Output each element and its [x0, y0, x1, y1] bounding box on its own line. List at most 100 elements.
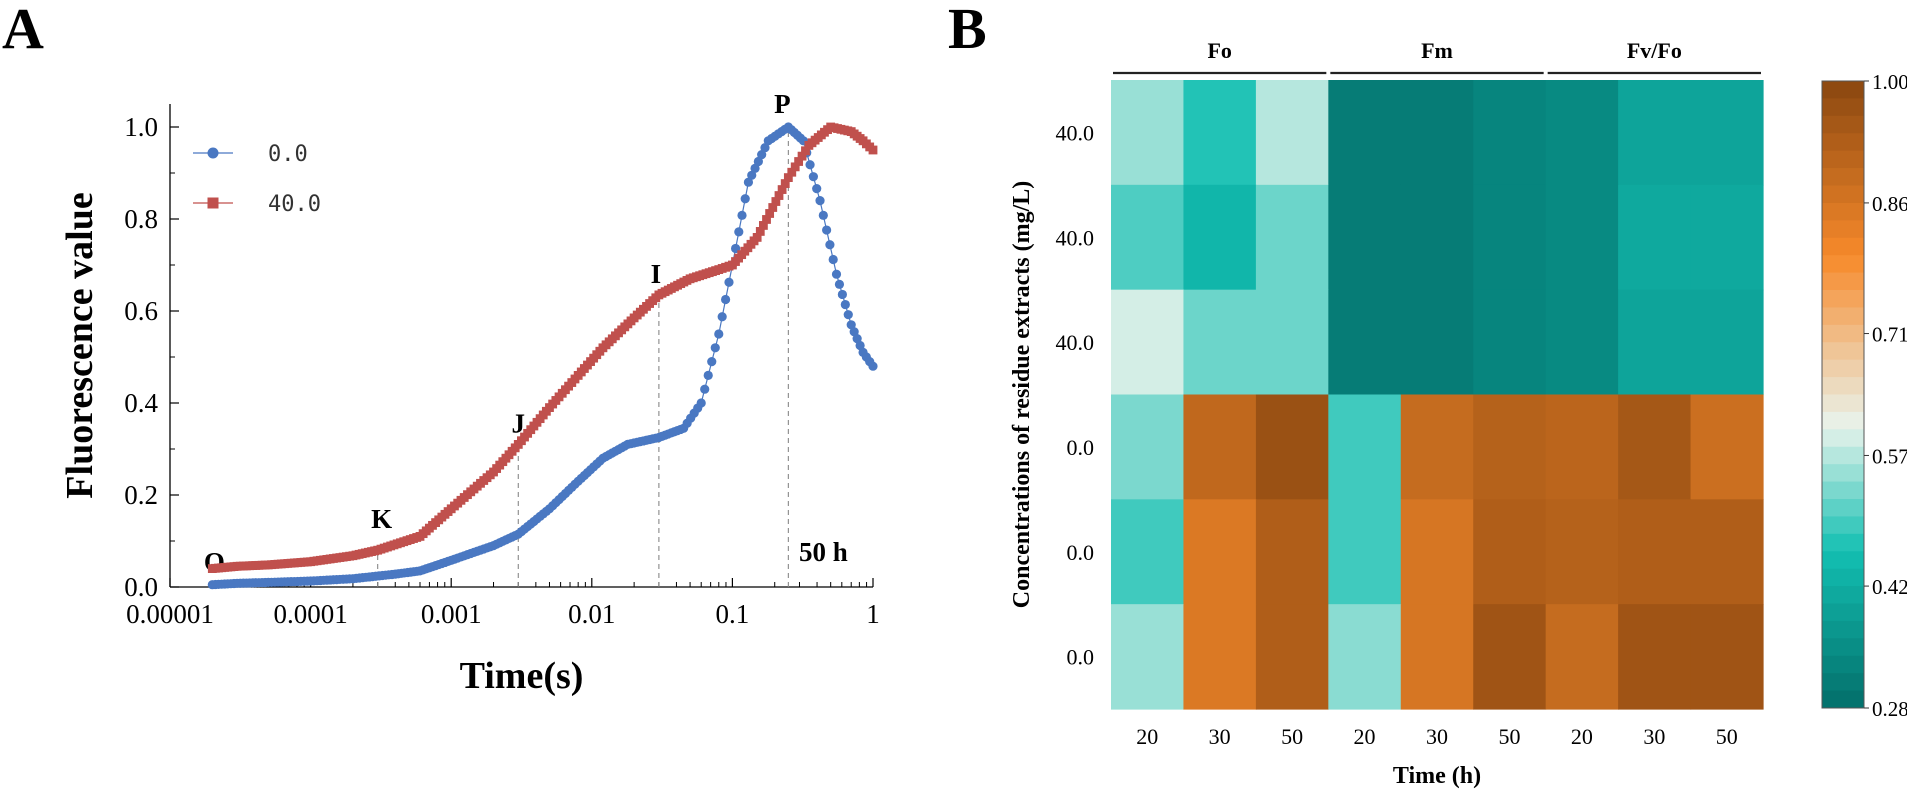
data-point: [720, 294, 731, 305]
colorbar-segment: [1822, 411, 1864, 430]
column-label: 50: [1281, 724, 1303, 749]
colorbar-segment: [1822, 290, 1864, 308]
heatmap-cell: [1183, 394, 1257, 500]
y-tick-label: 0.2: [124, 480, 158, 510]
colorbar-segment: [1822, 98, 1864, 117]
data-point: [774, 191, 784, 200]
heatmap-cell: [1618, 394, 1692, 500]
data-point: [724, 277, 734, 287]
heatmap-cell: [1473, 184, 1547, 291]
data-point: [765, 209, 775, 218]
data-point: [710, 343, 720, 353]
data-point: [755, 227, 765, 236]
panel-b-label: B: [948, 0, 987, 61]
colorbar-tick-label: 0.71: [1872, 323, 1907, 347]
heatmap-cell: [1618, 80, 1692, 186]
heatmap-cell: [1473, 499, 1547, 605]
colorbar-segment: [1822, 655, 1864, 674]
annotation-label: J: [512, 408, 526, 438]
colorbar-segment: [1822, 551, 1864, 570]
x-axis-title: Time(s): [460, 655, 584, 697]
heatmap-cell: [1618, 499, 1692, 605]
heatmap-cell: [1400, 289, 1474, 396]
data-point: [868, 145, 878, 155]
data-point: [740, 194, 750, 204]
row-label: 0.0: [1067, 645, 1095, 670]
column-label: 50: [1716, 724, 1738, 749]
data-point: [734, 227, 744, 237]
data-point: [777, 185, 787, 194]
colorbar-segment: [1822, 394, 1864, 413]
heatmap-cell: [1618, 604, 1692, 710]
heatmap-cell: [1618, 184, 1692, 291]
data-point: [760, 143, 770, 153]
data-point: [849, 327, 859, 337]
data-point: [771, 197, 781, 206]
group-label: Fv/Fo: [1627, 38, 1682, 63]
legend-label: 40.0: [268, 192, 321, 217]
x-tick-label: 0.1: [716, 599, 750, 629]
heatmap-cell: [1400, 184, 1474, 291]
heatmap-cell: [1545, 289, 1619, 396]
panel-a-plot: 0.00001 0.0001 0.001 0.01 0.1 1 0.0 0.2 0.4 0.6 0.…: [59, 89, 880, 697]
colorbar-tick-label: 1.00: [1872, 70, 1907, 94]
colorbar-segment: [1822, 603, 1864, 622]
row-label: 40.0: [1056, 330, 1095, 355]
y-tick-label: 0.8: [124, 204, 158, 234]
heatmap-cell: [1183, 289, 1257, 396]
colorbar-tick-label: 0.42: [1872, 575, 1907, 599]
column-label: 20: [1571, 724, 1593, 749]
data-point: [852, 334, 862, 344]
heatmap-cell: [1545, 184, 1619, 291]
y-axis-title: Concentrations of residue extracts (mg/L…: [1009, 181, 1035, 608]
data-point: [737, 210, 747, 220]
heatmap-cell: [1400, 499, 1474, 605]
heatmap-cell: [1473, 80, 1547, 186]
series-0.0: [207, 122, 878, 590]
column-label: 30: [1426, 724, 1448, 749]
heatmap-cell: [1473, 289, 1547, 396]
column-label: 50: [1498, 724, 1520, 749]
heatmap-cell: [1545, 394, 1619, 500]
data-point: [753, 156, 763, 167]
colorbar-segment: [1822, 272, 1864, 291]
time-annotation: 50 h: [799, 537, 848, 567]
legend-item-0.0: 0.0: [193, 142, 308, 167]
row-label: 0.0: [1067, 435, 1095, 460]
colorbar-segment: [1822, 359, 1864, 378]
annotation-label: P: [774, 89, 791, 119]
colorbar-segment: [1822, 481, 1864, 500]
heatmap-cell: [1400, 604, 1474, 710]
colorbar-tick-label: 0.28: [1872, 697, 1907, 721]
data-point: [855, 340, 865, 351]
colorbar-segment: [1822, 638, 1864, 657]
heatmap-cell: [1111, 499, 1185, 605]
colorbar-segment: [1822, 307, 1864, 326]
panel-a-label: A: [2, 0, 44, 61]
heatmap-cell: [1328, 394, 1402, 500]
colorbar-segment: [1822, 673, 1864, 692]
heatmap-cell: [1111, 289, 1185, 396]
heatmap-cell: [1690, 394, 1764, 500]
y-tick-label: 0.4: [124, 388, 158, 418]
colorbar-segment: [1822, 690, 1864, 709]
data-point: [868, 361, 878, 371]
heatmap-cell: [1255, 289, 1329, 396]
heatmap-cell: [1690, 80, 1764, 186]
colorbar-segment: [1822, 464, 1864, 483]
x-tick-label: 0.01: [568, 599, 615, 629]
annotation-label: I: [651, 259, 662, 289]
colorbar-segment: [1822, 115, 1864, 134]
heatmap-cell: [1328, 80, 1402, 186]
heatmap-cell: [1255, 499, 1329, 605]
y-tick-label: 0.6: [124, 296, 158, 326]
colorbar-segment: [1822, 237, 1864, 256]
group-label: Fo: [1207, 38, 1231, 63]
colorbar-segment: [1822, 377, 1864, 395]
heatmap-cell: [1255, 80, 1329, 186]
colorbar-segment: [1822, 429, 1864, 448]
colorbar-segment: [1822, 568, 1864, 587]
legend-marker: [207, 197, 219, 209]
column-label: 20: [1354, 724, 1376, 749]
colorbar-segment: [1822, 586, 1864, 604]
